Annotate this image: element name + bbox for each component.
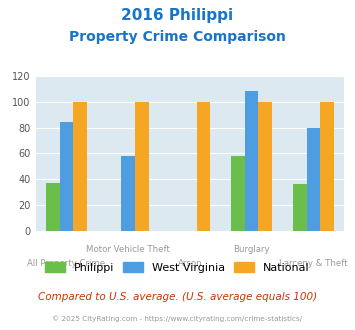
Text: Motor Vehicle Theft: Motor Vehicle Theft xyxy=(86,245,170,254)
Text: Burglary: Burglary xyxy=(233,245,270,254)
Bar xyxy=(73,102,87,231)
Bar xyxy=(60,122,73,231)
Legend: Philippi, West Virginia, National: Philippi, West Virginia, National xyxy=(41,258,314,278)
Bar xyxy=(121,156,135,231)
Bar xyxy=(258,102,272,231)
Text: Property Crime Comparison: Property Crime Comparison xyxy=(69,30,286,44)
Bar xyxy=(307,128,320,231)
Text: All Property Crime: All Property Crime xyxy=(27,259,105,268)
Bar xyxy=(46,183,60,231)
Text: 2016 Philippi: 2016 Philippi xyxy=(121,8,234,23)
Bar xyxy=(293,184,307,231)
Bar xyxy=(197,102,210,231)
Bar xyxy=(320,102,334,231)
Text: © 2025 CityRating.com - https://www.cityrating.com/crime-statistics/: © 2025 CityRating.com - https://www.city… xyxy=(53,315,302,322)
Text: Larceny & Theft: Larceny & Theft xyxy=(279,259,348,268)
Bar xyxy=(135,102,148,231)
Text: Arson: Arson xyxy=(178,259,202,268)
Bar xyxy=(245,91,258,231)
Text: Compared to U.S. average. (U.S. average equals 100): Compared to U.S. average. (U.S. average … xyxy=(38,292,317,302)
Bar xyxy=(231,156,245,231)
